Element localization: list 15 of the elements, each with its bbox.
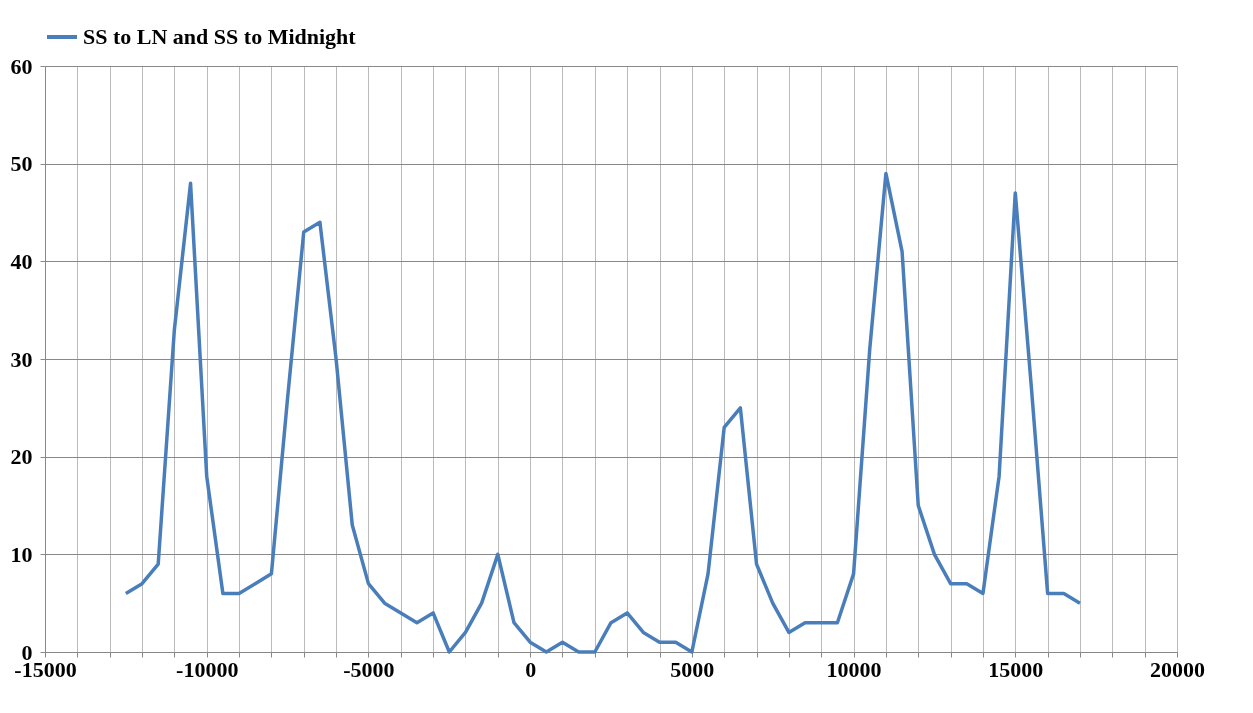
x-tick-label: 0 <box>525 656 537 682</box>
legend-label: SS to LN and SS to Midnight <box>83 24 357 49</box>
y-tick-label: 60 <box>10 53 33 79</box>
line-series <box>124 171 1082 654</box>
x-tick-label: 10000 <box>826 656 882 682</box>
x-tick-label: 20000 <box>1150 656 1205 682</box>
y-tick-label: 30 <box>10 346 33 372</box>
x-tick-label: 15000 <box>988 656 1044 682</box>
y-tick-label: 10 <box>10 541 33 567</box>
y-tick-label: 20 <box>10 444 33 470</box>
x-tick-label: 5000 <box>670 656 715 682</box>
x-tick-label: -5000 <box>343 656 395 682</box>
x-tick-label: -10000 <box>176 656 239 682</box>
y-tick-label: 40 <box>10 248 33 274</box>
y-tick-label: 50 <box>10 151 33 177</box>
